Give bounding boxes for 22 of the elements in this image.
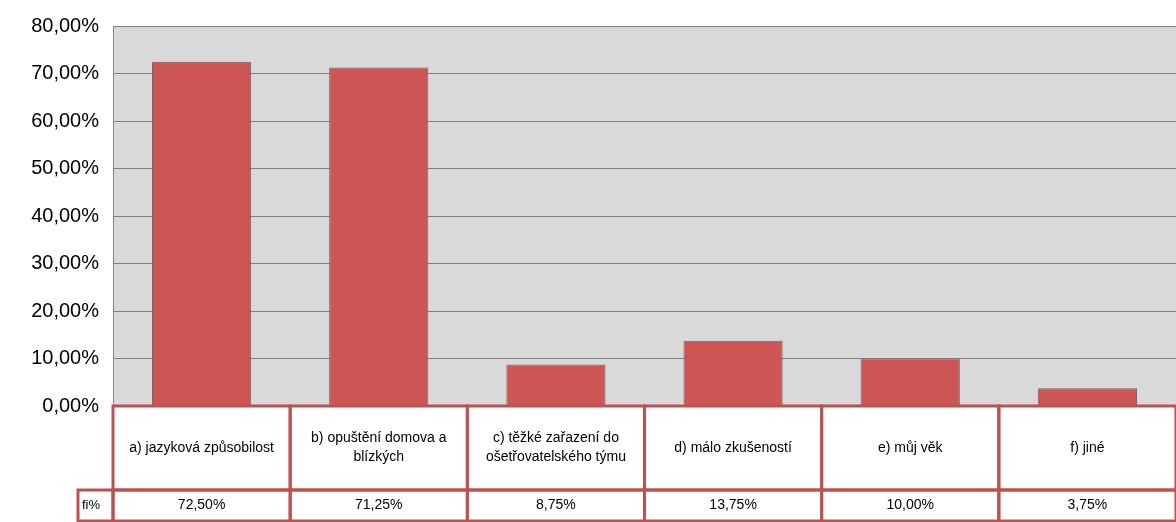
x-tick-label: d) málo zkušeností — [674, 438, 792, 455]
x-tick-label: e) můj věk — [877, 438, 944, 455]
y-tick-label: 10,00% — [31, 346, 100, 369]
y-tick-label: 70,00% — [31, 61, 100, 84]
x-tick-label: b) opuštění domova a blízkých — [311, 429, 447, 465]
y-tick-label: 60,00% — [31, 108, 100, 131]
data-label: 10,00% — [886, 496, 934, 513]
y-tick-label: 50,00% — [31, 156, 100, 179]
data-label: 72,50% — [177, 496, 226, 513]
x-tick-label: c) těžké zařazení do ošetřovatelského týmu — [485, 429, 626, 465]
text: fi% — [82, 497, 101, 513]
y-tick-label: 30,00% — [31, 251, 100, 274]
data-label: 8,75% — [536, 496, 576, 513]
data-label: 3,75% — [1067, 496, 1108, 513]
y-tick-label: 80,00% — [31, 13, 100, 36]
data-label: 71,25% — [355, 496, 403, 513]
y-tick-label: 20,00% — [31, 298, 100, 321]
y-tick-label: 40,00% — [31, 203, 100, 226]
y-tick-label: 0,00% — [42, 393, 100, 416]
x-tick-label: f) jiné — [1070, 438, 1105, 455]
data-label: 13,75% — [709, 496, 757, 513]
x-tick-label: a) jazyková způsobilost — [129, 438, 275, 455]
